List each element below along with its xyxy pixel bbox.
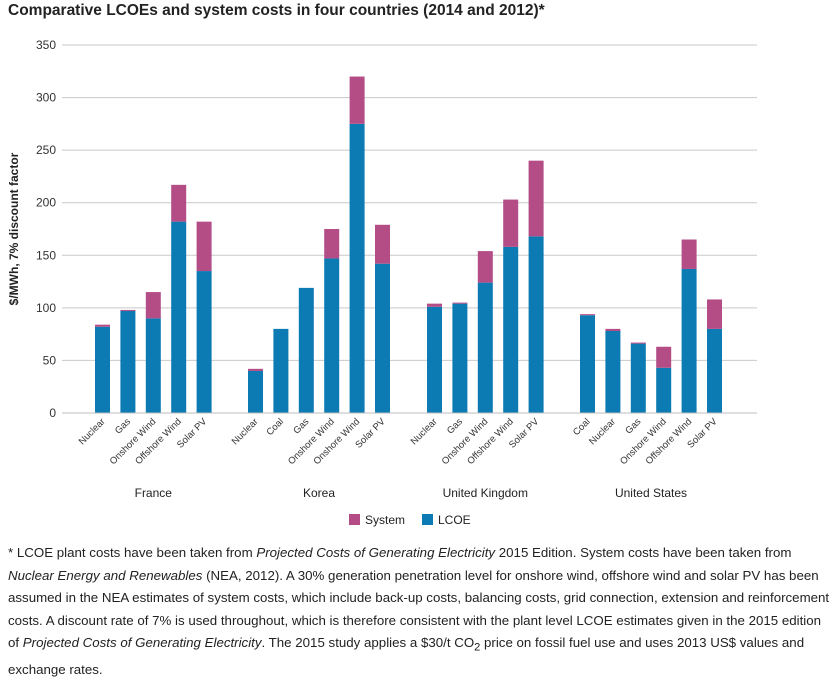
y-tick-label: 200 — [36, 196, 56, 210]
bar-lcoe — [349, 123, 365, 413]
x-tick-label: Gas — [291, 416, 311, 436]
footnote-text-4: . The 2015 study applies a $30/t CO — [261, 635, 475, 650]
bar-system — [528, 160, 544, 237]
footnote-italic-1: Projected Costs of Generating Electricit… — [256, 545, 496, 560]
legend-label: LCOE — [438, 513, 471, 527]
legend-swatch — [422, 514, 433, 525]
bar-lcoe — [171, 221, 187, 413]
chart-title: Comparative LCOEs and system costs in fo… — [8, 2, 545, 19]
bar-lcoe — [580, 315, 595, 413]
bar-system — [324, 229, 340, 259]
footnote-text-5: price on fossil fuel use and uses 2013 U… — [8, 635, 805, 678]
x-tick-label: Gas — [113, 416, 133, 436]
y-tick-label: 300 — [36, 91, 56, 105]
bar-system — [171, 184, 187, 222]
bar-system — [503, 199, 519, 247]
bar-system — [605, 328, 621, 331]
bar-system — [196, 221, 212, 272]
bar-lcoe — [681, 268, 697, 413]
bar-lcoe — [528, 236, 544, 413]
legend-swatch — [349, 514, 360, 525]
bar-system — [248, 368, 263, 371]
bar-lcoe — [656, 367, 672, 413]
stacked-bar-chart: 0 50 100 150 200 250 300 350 $/MWh, 7% discount … — [7, 38, 757, 527]
group-label: United States — [615, 486, 687, 500]
footnote-italic-3: Projected Costs of Generating Electricit… — [22, 635, 262, 650]
footnote-text-1: * LCOE plant costs have been taken from — [8, 545, 257, 560]
footnote-text-2: 2015 Edition. System costs have been tak… — [495, 545, 792, 560]
group-label: United Kingdom — [443, 486, 528, 500]
bar-lcoe — [605, 330, 621, 413]
y-tick-label: 50 — [43, 353, 57, 367]
footnote: * LCOE plant costs have been taken from … — [8, 542, 830, 682]
group-label: France — [135, 486, 173, 500]
x-tick-label: Nuclear — [230, 416, 261, 447]
x-tick-label: Gas — [623, 416, 643, 436]
bar-lcoe — [298, 287, 314, 413]
y-tick-label: 0 — [49, 406, 56, 420]
bar-lcoe — [273, 328, 289, 413]
legend-label: System — [365, 513, 405, 527]
x-tick-label: Nuclear — [409, 416, 440, 447]
bar-lcoe — [707, 328, 722, 413]
x-tick-label: Nuclear — [77, 416, 108, 447]
bar-lcoe — [95, 326, 110, 413]
bar-lcoe — [324, 258, 340, 413]
bar-lcoe — [375, 263, 390, 413]
bar-lcoe — [145, 318, 161, 413]
bar-system — [375, 224, 390, 264]
y-tick-label: 150 — [36, 248, 56, 262]
bar-lcoe — [503, 246, 519, 413]
x-tick-label: Gas — [445, 416, 465, 436]
bar-system — [427, 303, 442, 307]
bar-system — [681, 239, 697, 269]
bar-system — [452, 302, 468, 304]
bar-system — [630, 342, 646, 344]
footnote-italic-2: Nuclear Energy and Renewables — [8, 567, 203, 583]
bar-system — [349, 76, 365, 124]
bar-system — [656, 346, 672, 368]
group-label: Korea — [303, 486, 335, 500]
bar-lcoe — [427, 306, 442, 413]
footnote-subscript: 2 — [474, 641, 481, 654]
bar-lcoe — [120, 311, 136, 413]
y-tick-label: 100 — [36, 301, 56, 315]
y-axis-label: $/MWh, 7% discount factor — [7, 152, 21, 305]
x-tick-label: Coal — [264, 416, 286, 438]
bar-system — [120, 309, 136, 312]
x-tick-label: Coal — [571, 416, 593, 438]
bar-lcoe — [196, 271, 212, 413]
bar-system — [145, 292, 161, 319]
footnote-text-3: (NEA, 2012). A 30% generation penetratio… — [8, 567, 830, 651]
bar-system — [580, 314, 595, 316]
bar-lcoe — [477, 282, 493, 413]
bar-lcoe — [452, 303, 468, 413]
x-tick-label: Nuclear — [587, 416, 618, 447]
bar-system — [707, 299, 722, 329]
y-tick-label: 350 — [36, 38, 56, 52]
bar-lcoe — [630, 343, 646, 413]
bar-system — [477, 251, 493, 283]
y-tick-label: 250 — [36, 143, 56, 157]
bar-lcoe — [248, 370, 263, 413]
bar-system — [95, 324, 110, 327]
